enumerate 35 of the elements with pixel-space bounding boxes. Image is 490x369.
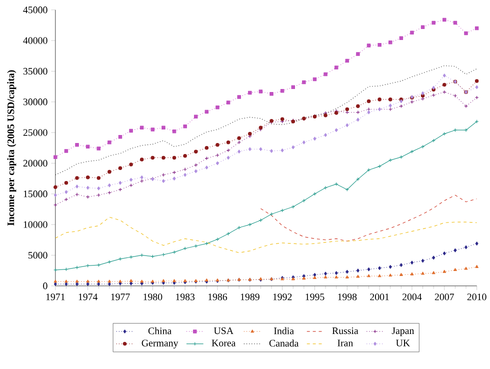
y-tick-label: 0 [43, 282, 48, 290]
y-axis-title: Income per capita (2005 USD/capita) [7, 70, 16, 226]
y-tick-label: 20000 [23, 160, 48, 167]
x-tick-label: 1989 [240, 294, 260, 300]
x-tick-label: 1977 [111, 294, 130, 300]
y-tick-label: 15000 [24, 190, 48, 198]
legend-label: Korea [212, 340, 236, 346]
x-tick-label: 1971 [46, 294, 65, 300]
legend-label: Canada [269, 340, 299, 347]
y-tick-label: 45000 [23, 6, 48, 14]
x-tick-label: 1998 [338, 294, 357, 300]
x-tick-label: 2004 [402, 294, 422, 300]
y-tick-label: 5000 [28, 252, 48, 259]
legend-label: India [274, 327, 294, 334]
x-tick-label: 1980 [144, 294, 162, 300]
x-tick-label: 1986 [208, 294, 228, 300]
legend-label: Japan [392, 327, 414, 336]
legend-label: USA [214, 327, 234, 334]
x-tick-label: 1992 [273, 294, 292, 300]
y-tick-label: 25000 [23, 129, 48, 136]
y-tick-label: 35000 [23, 68, 48, 75]
y-tick-label: 10000 [24, 221, 48, 228]
x-tick-label: 1974 [78, 294, 98, 300]
legend-label: Russia [332, 327, 358, 334]
x-tick-label: 2001 [370, 294, 389, 300]
y-tick-label: 40000 [23, 37, 48, 44]
x-tick-label: 1983 [176, 294, 195, 300]
x-tick-label: 2007 [434, 294, 454, 300]
legend-label: Germany [142, 340, 178, 348]
y-tick-label: 30000 [23, 98, 48, 106]
x-tick-label: 1995 [306, 294, 324, 300]
legend-label: China [148, 327, 172, 334]
x-tick-label: 2010 [467, 294, 486, 300]
legend-label: UK [396, 340, 410, 346]
legend-label: Iran [338, 340, 353, 346]
